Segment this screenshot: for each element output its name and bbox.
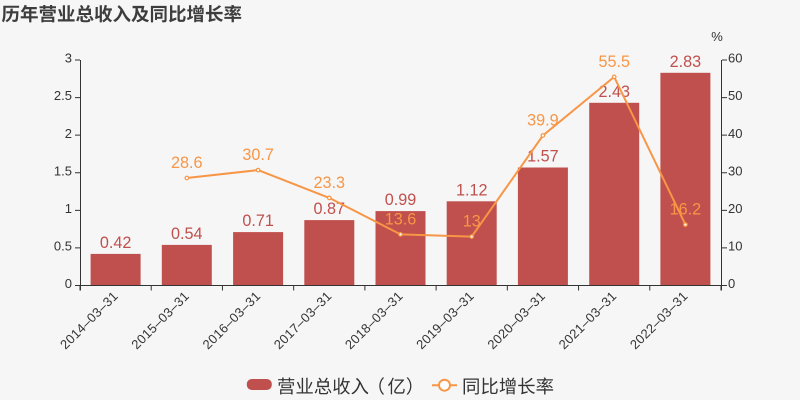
svg-text:0: 0 bbox=[728, 276, 735, 291]
svg-text:28.6: 28.6 bbox=[171, 154, 203, 172]
svg-text:0: 0 bbox=[65, 276, 72, 291]
svg-text:2.43: 2.43 bbox=[598, 83, 630, 101]
svg-text:20: 20 bbox=[728, 201, 742, 216]
svg-text:2: 2 bbox=[65, 126, 72, 141]
svg-text:0.99: 0.99 bbox=[385, 191, 417, 209]
svg-text:1.5: 1.5 bbox=[54, 163, 72, 178]
svg-text:16.2: 16.2 bbox=[670, 201, 702, 219]
svg-text:50: 50 bbox=[728, 88, 742, 103]
svg-text:40: 40 bbox=[728, 126, 742, 141]
svg-text:1.57: 1.57 bbox=[527, 148, 559, 166]
svg-text:10: 10 bbox=[728, 239, 742, 254]
svg-text:%: % bbox=[711, 29, 723, 44]
svg-text:30.7: 30.7 bbox=[242, 146, 274, 164]
svg-text:0.42: 0.42 bbox=[100, 234, 132, 252]
svg-text:39.9: 39.9 bbox=[527, 112, 559, 130]
svg-text:1: 1 bbox=[65, 201, 72, 216]
svg-text:3: 3 bbox=[65, 51, 72, 66]
svg-text:0.5: 0.5 bbox=[54, 239, 72, 254]
svg-text:2.83: 2.83 bbox=[670, 53, 702, 71]
svg-text:23.3: 23.3 bbox=[314, 174, 346, 192]
svg-text:30: 30 bbox=[728, 163, 742, 178]
svg-text:2.5: 2.5 bbox=[54, 88, 72, 103]
svg-text:55.5: 55.5 bbox=[598, 53, 630, 71]
svg-text:13: 13 bbox=[463, 213, 481, 231]
svg-text:13.6: 13.6 bbox=[385, 210, 417, 228]
svg-text:0.54: 0.54 bbox=[171, 225, 203, 243]
svg-text:0.87: 0.87 bbox=[314, 200, 346, 218]
svg-text:0.71: 0.71 bbox=[242, 212, 274, 230]
svg-text:1.12: 1.12 bbox=[456, 181, 488, 199]
svg-text:60: 60 bbox=[728, 51, 742, 66]
